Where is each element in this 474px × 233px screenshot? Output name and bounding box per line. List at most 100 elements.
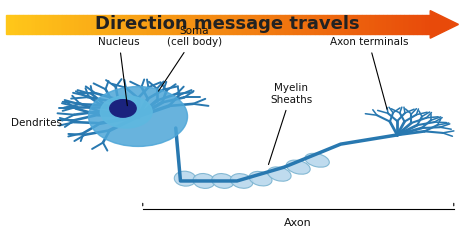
Bar (229, 15, 233, 34)
Text: Nucleus: Nucleus (99, 38, 140, 106)
Bar (297, 15, 301, 34)
Bar (340, 15, 345, 34)
Bar (370, 15, 374, 34)
Bar (426, 15, 430, 34)
Bar (233, 15, 237, 34)
Ellipse shape (268, 167, 291, 181)
Bar (139, 15, 143, 34)
Ellipse shape (212, 174, 234, 188)
Ellipse shape (89, 87, 188, 146)
Bar (83, 15, 88, 34)
Bar (328, 15, 332, 34)
Bar (208, 15, 212, 34)
Bar (122, 15, 126, 34)
Bar (70, 15, 74, 34)
Bar (396, 15, 400, 34)
Bar (147, 15, 152, 34)
Bar (387, 15, 392, 34)
Bar (164, 15, 169, 34)
Bar (36, 15, 40, 34)
Bar (118, 15, 122, 34)
Text: Soma
(cell body): Soma (cell body) (158, 26, 222, 91)
Bar (259, 15, 263, 34)
Bar (126, 15, 130, 34)
Bar (374, 15, 379, 34)
Bar (10, 15, 15, 34)
Bar (57, 15, 62, 34)
Bar (383, 15, 387, 34)
Bar (45, 15, 49, 34)
Bar (109, 15, 113, 34)
Bar (272, 15, 276, 34)
Bar (160, 15, 164, 34)
Text: Myelin
Sheaths: Myelin Sheaths (268, 83, 312, 164)
Bar (23, 15, 27, 34)
Ellipse shape (110, 100, 136, 117)
Bar (100, 15, 105, 34)
Bar (417, 15, 422, 34)
Bar (195, 15, 199, 34)
Bar (19, 15, 23, 34)
Bar (40, 15, 45, 34)
Bar (225, 15, 229, 34)
Bar (27, 15, 32, 34)
Text: Direction message travels: Direction message travels (95, 15, 360, 33)
Bar (237, 15, 242, 34)
Text: Axon: Axon (284, 218, 312, 228)
Bar (255, 15, 259, 34)
Bar (92, 15, 96, 34)
Bar (289, 15, 293, 34)
Bar (203, 15, 208, 34)
Bar (242, 15, 246, 34)
Bar (404, 15, 409, 34)
Bar (293, 15, 297, 34)
Bar (96, 15, 100, 34)
Bar (32, 15, 36, 34)
Bar (267, 15, 272, 34)
Bar (422, 15, 426, 34)
Bar (199, 15, 203, 34)
Bar (156, 15, 160, 34)
Bar (306, 15, 310, 34)
Bar (345, 15, 349, 34)
Bar (66, 15, 70, 34)
Bar (88, 15, 92, 34)
Bar (280, 15, 284, 34)
Bar (105, 15, 109, 34)
Bar (53, 15, 57, 34)
Bar (349, 15, 353, 34)
Bar (392, 15, 396, 34)
Bar (152, 15, 156, 34)
Bar (169, 15, 173, 34)
Bar (301, 15, 306, 34)
Bar (246, 15, 250, 34)
Bar (413, 15, 417, 34)
Ellipse shape (230, 174, 253, 188)
Bar (362, 15, 366, 34)
Ellipse shape (193, 174, 215, 188)
Bar (284, 15, 289, 34)
Text: Dendrites: Dendrites (11, 118, 62, 128)
Bar (6, 15, 10, 34)
Bar (74, 15, 79, 34)
Bar (186, 15, 190, 34)
Bar (379, 15, 383, 34)
Bar (212, 15, 216, 34)
Bar (250, 15, 255, 34)
Polygon shape (430, 10, 458, 38)
Bar (135, 15, 139, 34)
Ellipse shape (286, 160, 310, 174)
Bar (315, 15, 319, 34)
Bar (332, 15, 336, 34)
Bar (336, 15, 340, 34)
Bar (220, 15, 225, 34)
Ellipse shape (249, 171, 272, 186)
Bar (177, 15, 182, 34)
Bar (319, 15, 323, 34)
Bar (400, 15, 404, 34)
Bar (173, 15, 177, 34)
Ellipse shape (305, 153, 329, 167)
Bar (216, 15, 220, 34)
Bar (15, 15, 19, 34)
Bar (357, 15, 362, 34)
